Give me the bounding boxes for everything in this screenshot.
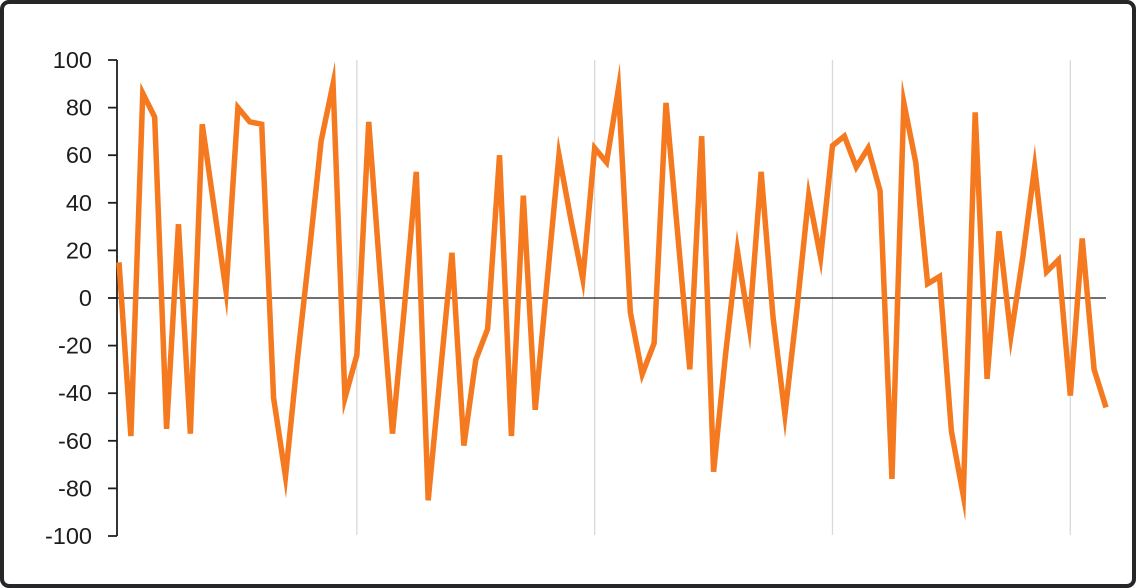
y-axis-label: 0 [79, 285, 92, 311]
y-axis-label: -100 [45, 523, 92, 549]
y-axis-label: -20 [58, 333, 92, 359]
data-line-series-1 [116, 61, 1109, 522]
line-chart: 100 80 60 40 20 0 -20 -40 -60 -80 -100 [45, 47, 1109, 549]
y-axis-label: 60 [66, 142, 92, 168]
y-axis-label: 20 [66, 237, 92, 263]
y-axis-label: 100 [53, 47, 92, 73]
y-axis-label: -80 [58, 475, 92, 501]
y-axis-label: -40 [58, 380, 92, 406]
y-axis-label: -60 [58, 428, 92, 454]
y-axis-label: 80 [66, 95, 92, 121]
y-axis-label: 40 [66, 190, 92, 216]
